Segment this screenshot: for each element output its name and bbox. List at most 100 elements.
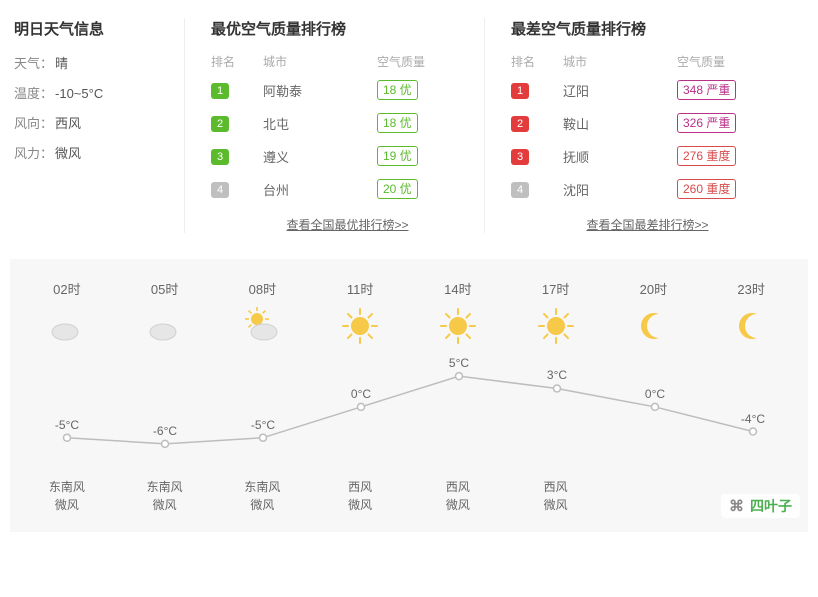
hour-time: 05时 bbox=[116, 279, 214, 298]
rank-row: 3 遵义19 优 bbox=[211, 146, 484, 166]
rank-row: 4 台州20 优 bbox=[211, 179, 484, 199]
wind-cell: 西风微风 bbox=[409, 478, 507, 514]
info-label: 风向： bbox=[14, 116, 53, 131]
temp-label: 3°C bbox=[508, 368, 606, 382]
temp-label: 0°C bbox=[312, 387, 410, 401]
hour-time: 02时 bbox=[18, 279, 116, 298]
col-city: 城市 bbox=[563, 53, 677, 70]
weather-icon bbox=[47, 306, 87, 346]
cmd-icon: ⌘ bbox=[729, 497, 744, 515]
worst-full-link[interactable]: 查看全国最差排行榜>> bbox=[586, 218, 708, 232]
rank-aq-badge: 348 严重 bbox=[677, 80, 736, 100]
info-value: 微风 bbox=[55, 146, 81, 161]
rank-badge: 4 bbox=[511, 182, 529, 198]
wind-dir: 西风 bbox=[507, 478, 605, 496]
rank-aq-badge: 19 优 bbox=[377, 146, 418, 166]
rank-city[interactable]: 台州 bbox=[263, 180, 377, 199]
rank-aq-badge: 276 重度 bbox=[677, 146, 736, 166]
worst-aq-ranking: 最差空气质量排行榜 排名 城市 空气质量 1 辽阳348 严重 2 鞍山326 严重 3… bbox=[484, 18, 784, 233]
wind-dir: 东南风 bbox=[18, 478, 116, 496]
hour-time: 14时 bbox=[409, 279, 507, 298]
temp-label: -5°C bbox=[214, 418, 312, 432]
hour-time: 11时 bbox=[311, 279, 409, 298]
wind-level: 微风 bbox=[409, 496, 507, 514]
rank-badge: 4 bbox=[211, 182, 229, 198]
best-head: 排名 城市 空气质量 bbox=[211, 53, 484, 70]
info-title: 明日天气信息 bbox=[14, 18, 184, 39]
rank-aq-badge: 326 严重 bbox=[677, 113, 736, 133]
rank-badge: 2 bbox=[211, 116, 229, 132]
wind-level: 微风 bbox=[311, 496, 409, 514]
rank-badge: 3 bbox=[211, 149, 229, 165]
col-aq: 空气质量 bbox=[377, 53, 484, 70]
temp-label: -4°C bbox=[704, 412, 802, 426]
wind-level: 微风 bbox=[214, 496, 312, 514]
rank-row: 3抚顺276 重度 bbox=[511, 146, 784, 166]
rank-row: 2 北屯18 优 bbox=[211, 113, 484, 133]
watermark-text: 四叶子 bbox=[750, 496, 792, 516]
rank-row: 1 辽阳348 严重 bbox=[511, 80, 784, 100]
hourly-forecast-panel: 02时05时08时11时14时17时20时23时 -5°C-6°C-5°C 0°C… bbox=[10, 259, 808, 532]
info-row: 风向：西风 bbox=[14, 113, 184, 132]
wind-dir: 东南风 bbox=[214, 478, 312, 496]
rank-city[interactable]: 阿勒泰 bbox=[263, 81, 377, 100]
col-rank: 排名 bbox=[211, 53, 263, 70]
col-rank: 排名 bbox=[511, 53, 563, 70]
col-aq: 空气质量 bbox=[677, 53, 784, 70]
worst-title: 最差空气质量排行榜 bbox=[511, 18, 784, 39]
best-full-link[interactable]: 查看全国最优排行榜>> bbox=[286, 218, 408, 232]
info-value: 西风 bbox=[55, 116, 81, 131]
weather-icon bbox=[536, 306, 576, 346]
wind-dir: 西风 bbox=[409, 478, 507, 496]
rank-row: 1 阿勒泰18 优 bbox=[211, 80, 484, 100]
wind-cell: 东南风微风 bbox=[18, 478, 116, 514]
rank-city[interactable]: 鞍山 bbox=[563, 114, 677, 133]
weather-icon bbox=[340, 306, 380, 346]
rank-aq-badge: 20 优 bbox=[377, 179, 418, 199]
wind-cell: 东南风微风 bbox=[116, 478, 214, 514]
rank-row: 2 鞍山326 严重 bbox=[511, 113, 784, 133]
info-row: 天气：晴 bbox=[14, 53, 184, 72]
wind-level: 微风 bbox=[507, 496, 605, 514]
wind-cell: 西风微风 bbox=[507, 478, 605, 514]
hour-time: 23时 bbox=[702, 279, 800, 298]
rank-badge: 1 bbox=[211, 83, 229, 99]
rank-city[interactable]: 辽阳 bbox=[563, 81, 677, 100]
hour-time: 17时 bbox=[507, 279, 605, 298]
temp-label: 5°C bbox=[410, 356, 508, 370]
temp-label: -6°C bbox=[116, 424, 214, 438]
rank-city[interactable]: 遵义 bbox=[263, 147, 377, 166]
wind-level: 微风 bbox=[116, 496, 214, 514]
hour-time: 08时 bbox=[214, 279, 312, 298]
info-label: 风力： bbox=[14, 146, 53, 161]
weather-icon bbox=[438, 306, 478, 346]
rank-badge: 2 bbox=[511, 116, 529, 132]
tomorrow-weather-info: 明日天气信息 天气：晴温度：-10~5°C风向：西风风力：微风 bbox=[14, 18, 184, 233]
worst-head: 排名 城市 空气质量 bbox=[511, 53, 784, 70]
info-label: 温度： bbox=[14, 86, 53, 101]
rank-aq-badge: 18 优 bbox=[377, 113, 418, 133]
wind-cell bbox=[605, 478, 703, 514]
weather-icon bbox=[731, 306, 771, 346]
info-row: 风力：微风 bbox=[14, 143, 184, 162]
rank-row: 4 沈阳260 重度 bbox=[511, 179, 784, 199]
wind-dir: 东南风 bbox=[116, 478, 214, 496]
temp-label: -5°C bbox=[18, 418, 116, 432]
rank-city[interactable]: 抚顺 bbox=[563, 147, 677, 166]
info-row: 温度：-10~5°C bbox=[14, 83, 184, 102]
rank-city[interactable]: 北屯 bbox=[263, 114, 377, 133]
col-city: 城市 bbox=[263, 53, 377, 70]
rank-aq-badge: 18 优 bbox=[377, 80, 418, 100]
info-label: 天气： bbox=[14, 56, 53, 71]
info-value: -10~5°C bbox=[55, 86, 103, 101]
rank-city[interactable]: 沈阳 bbox=[563, 180, 677, 199]
temp-label: 0°C bbox=[606, 387, 704, 401]
rank-aq-badge: 260 重度 bbox=[677, 179, 736, 199]
weather-icon bbox=[242, 306, 282, 346]
watermark: ⌘ 四叶子 bbox=[721, 494, 800, 518]
wind-cell: 西风微风 bbox=[311, 478, 409, 514]
hour-time: 20时 bbox=[605, 279, 703, 298]
best-aq-ranking: 最优空气质量排行榜 排名 城市 空气质量 1阿勒泰18 优2北屯18 优3遵义1… bbox=[184, 18, 484, 233]
rank-badge: 1 bbox=[511, 83, 529, 99]
weather-icon bbox=[145, 306, 185, 346]
